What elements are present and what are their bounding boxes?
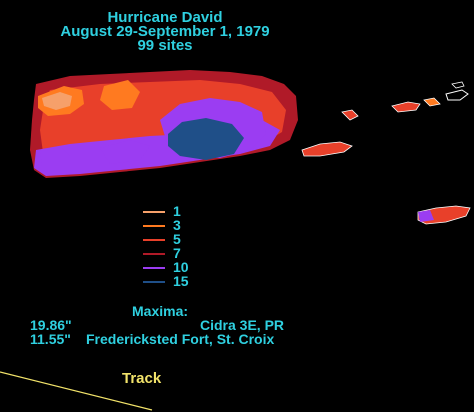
tortola-outline — [445, 89, 469, 101]
small-island-outline — [451, 81, 465, 89]
rain-zone-15in-core — [168, 118, 244, 160]
rain-zone-10in-west — [40, 146, 70, 168]
maxima-location: Cidra 3E, PR — [200, 317, 285, 333]
st-thomas-island — [391, 101, 421, 113]
legend-swatch — [143, 267, 165, 269]
legend-label: 3 — [173, 217, 181, 233]
legend-swatch — [143, 211, 165, 213]
track-label: Track — [122, 370, 162, 387]
legend-label: 15 — [173, 273, 189, 289]
hurricane-track-line — [0, 371, 153, 411]
map-site-count: 99 sites — [137, 37, 193, 54]
maxima-amount: 11.55" — [30, 331, 71, 347]
map-dates: August 29-September 1, 1979 — [60, 23, 270, 40]
rain-zone-10in-mid — [100, 140, 150, 164]
legend-label: 7 — [173, 245, 181, 261]
legend-swatch — [143, 281, 165, 283]
maxima-amount: 19.86" — [30, 317, 72, 333]
map-title: Hurricane David — [107, 9, 223, 26]
legend-swatch — [143, 239, 165, 241]
maxima-heading: Maxima: — [132, 303, 189, 319]
legend-swatch — [143, 225, 165, 227]
rain-zone-1in-west — [42, 92, 72, 110]
legend-swatch — [143, 253, 165, 255]
legend-label: 5 — [173, 231, 181, 247]
vieques-island — [301, 141, 353, 157]
culebra-island — [341, 109, 359, 121]
st-croix-10in-zone — [418, 210, 434, 222]
st-john-island — [423, 97, 441, 107]
legend-label: 10 — [173, 259, 189, 275]
rain-zone-3in-north — [100, 80, 140, 110]
legend-label: 1 — [173, 203, 181, 219]
maxima-location: Fredericksted Fort, St. Croix — [86, 331, 275, 347]
